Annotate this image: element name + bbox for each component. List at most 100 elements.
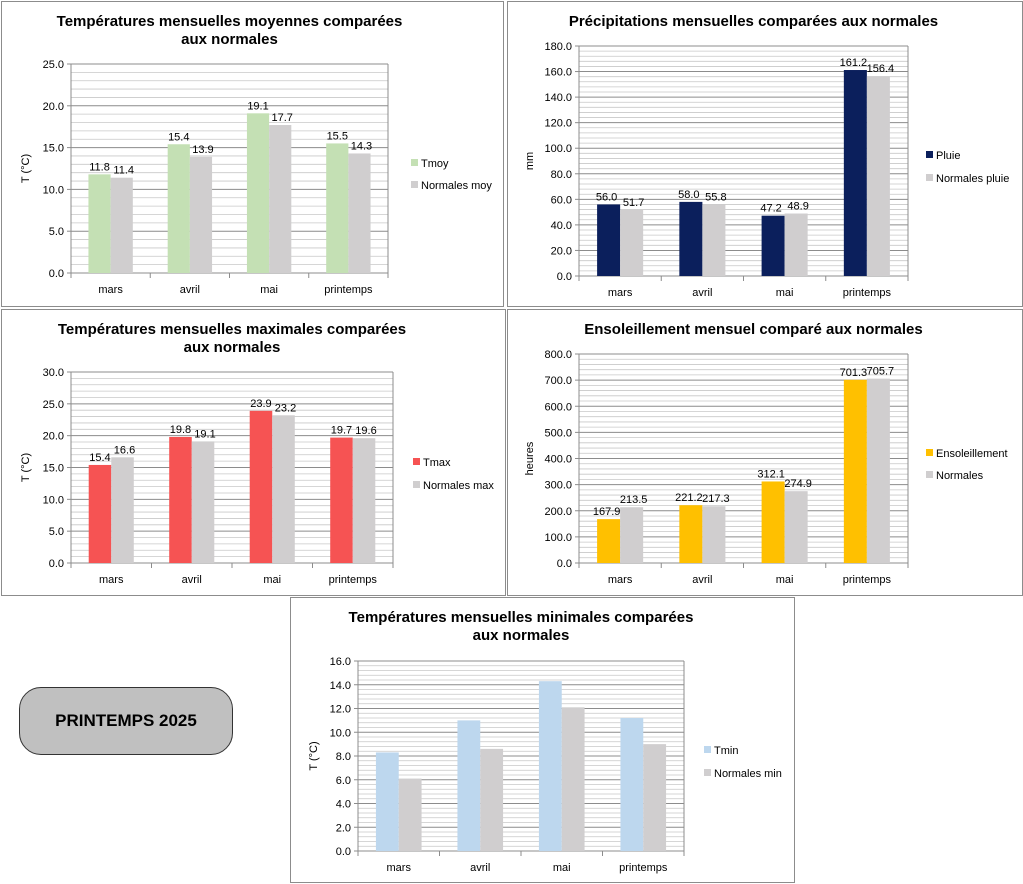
x-category-label: mai: [553, 862, 571, 874]
y-tick-label: 0.0: [557, 271, 572, 283]
bar-normales: [620, 507, 644, 563]
x-category-label: mai: [263, 574, 281, 586]
legend-label: Normales pluie: [936, 173, 1009, 185]
chart-pluie-group: Précipitations mensuelles comparées aux …: [524, 13, 1009, 299]
y-axis-label: mm: [524, 152, 536, 170]
y-tick-label: 30.0: [43, 367, 64, 379]
chart-tmax-title-line: Températures mensuelles maximales compar…: [58, 321, 406, 338]
legend-swatch: [704, 746, 711, 753]
chart-tmoy-title-line: aux normales: [181, 31, 278, 48]
data-label: 47.2: [760, 203, 781, 215]
data-label: 217.3: [702, 493, 730, 505]
y-tick-label: 800.0: [544, 349, 572, 361]
legend-label: Tmin: [714, 745, 738, 757]
data-label: 23.2: [275, 402, 296, 414]
data-label: 213.5: [620, 494, 648, 506]
legend-label: Tmoy: [421, 158, 449, 170]
chart-panel-soleil: Ensoleillement mensuel comparé aux norma…: [507, 309, 1023, 596]
data-label: 48.9: [787, 201, 808, 213]
x-category-label: printemps: [619, 862, 668, 874]
x-category-label: mars: [608, 574, 633, 586]
x-category-label: mai: [776, 574, 794, 586]
legend-swatch: [926, 449, 933, 456]
chart-tmoy-svg: Températures mensuelles moyennes comparé…: [20, 13, 492, 296]
data-label: 221.2: [675, 492, 703, 504]
x-category-label: avril: [470, 862, 490, 874]
legend-label: Normales max: [423, 480, 494, 492]
bar-normales-moy: [269, 125, 292, 273]
bar-normales-pluie: [784, 213, 808, 276]
y-tick-label: 200.0: [544, 506, 572, 518]
chart-tmin-title-line: aux normales: [473, 627, 570, 644]
legend-label: Normales moy: [421, 180, 492, 192]
y-tick-label: 700.0: [544, 375, 572, 387]
legend-swatch: [411, 159, 418, 166]
x-category-label: avril: [692, 574, 712, 586]
bar-pluie: [761, 215, 785, 276]
legend-swatch: [926, 174, 933, 181]
bar-normales: [702, 506, 726, 563]
legend-label: Normales min: [714, 768, 782, 780]
bar-pluie: [679, 201, 703, 276]
data-label: 19.1: [247, 100, 268, 112]
y-tick-label: 140.0: [544, 92, 572, 104]
legend-label: Ensoleillement: [936, 448, 1008, 460]
x-category-label: avril: [182, 574, 202, 586]
legend-swatch: [704, 769, 711, 776]
chart-soleil-group: Ensoleillement mensuel comparé aux norma…: [524, 321, 1008, 586]
x-category-label: mars: [98, 284, 123, 296]
y-tick-label: 15.0: [43, 143, 64, 155]
chart-tmin-title-line: Températures mensuelles minimales compar…: [349, 609, 694, 626]
y-tick-label: 25.0: [43, 399, 64, 411]
y-tick-label: 15.0: [43, 463, 64, 475]
y-tick-label: 40.0: [551, 220, 572, 232]
x-category-label: mars: [608, 287, 633, 299]
chart-tmin-group: Températures mensuelles minimales compar…: [308, 609, 782, 874]
data-label: 14.3: [351, 140, 372, 152]
data-label: 19.1: [194, 428, 215, 440]
data-label: 51.7: [623, 197, 644, 209]
data-label: 15.5: [327, 130, 348, 142]
data-label: 58.0: [678, 189, 699, 201]
chart-tmoy-group: Températures mensuelles moyennes comparé…: [20, 13, 492, 296]
season-badge: PRINTEMPS 2025: [19, 687, 233, 755]
x-category-label: avril: [180, 284, 200, 296]
bar-normales: [866, 378, 890, 563]
data-label: 312.1: [757, 468, 785, 480]
y-tick-label: 2.0: [336, 822, 351, 834]
y-tick-label: 0.0: [557, 558, 572, 570]
data-label: 13.9: [192, 144, 213, 156]
y-tick-label: 0.0: [49, 268, 64, 280]
bar-normales-max: [111, 457, 134, 563]
bar-normales-max: [352, 438, 376, 563]
y-tick-label: 20.0: [43, 431, 64, 443]
bar-normales-min: [398, 778, 422, 851]
x-category-label: avril: [692, 287, 712, 299]
chart-tmin-svg: Températures mensuelles minimales compar…: [308, 609, 782, 874]
y-tick-label: 500.0: [544, 427, 572, 439]
x-category-label: mai: [776, 287, 794, 299]
y-tick-label: 5.0: [49, 526, 64, 538]
bar-tmin: [457, 720, 481, 851]
bar-tmax: [249, 410, 273, 563]
bar-normales-min: [561, 707, 585, 851]
chart-soleil-title-line: Ensoleillement mensuel comparé aux norma…: [584, 321, 922, 338]
y-tick-label: 100.0: [544, 143, 572, 155]
chart-pluie-title-line: Précipitations mensuelles comparées aux …: [569, 13, 938, 30]
chart-panel-tmax: Températures mensuelles maximales compar…: [1, 309, 506, 596]
bar-tmax: [88, 464, 112, 563]
data-label: 11.8: [89, 161, 110, 173]
chart-tmax-title-line: aux normales: [184, 339, 281, 356]
bar-normales-moy: [110, 177, 133, 273]
bar-normales-pluie: [866, 76, 890, 277]
season-badge-label: PRINTEMPS 2025: [55, 711, 197, 730]
chart-panel-tmoy: Températures mensuelles moyennes comparé…: [1, 1, 504, 307]
y-tick-label: 0.0: [336, 846, 351, 858]
chart-soleil-svg: Ensoleillement mensuel comparé aux norma…: [524, 321, 1008, 586]
y-tick-label: 12.0: [330, 704, 351, 716]
chart-panel-pluie: Précipitations mensuelles comparées aux …: [507, 1, 1023, 307]
x-category-label: mars: [387, 862, 412, 874]
y-tick-label: 10.0: [43, 494, 64, 506]
data-label: 17.7: [272, 112, 293, 124]
bar-tmin: [375, 752, 399, 851]
